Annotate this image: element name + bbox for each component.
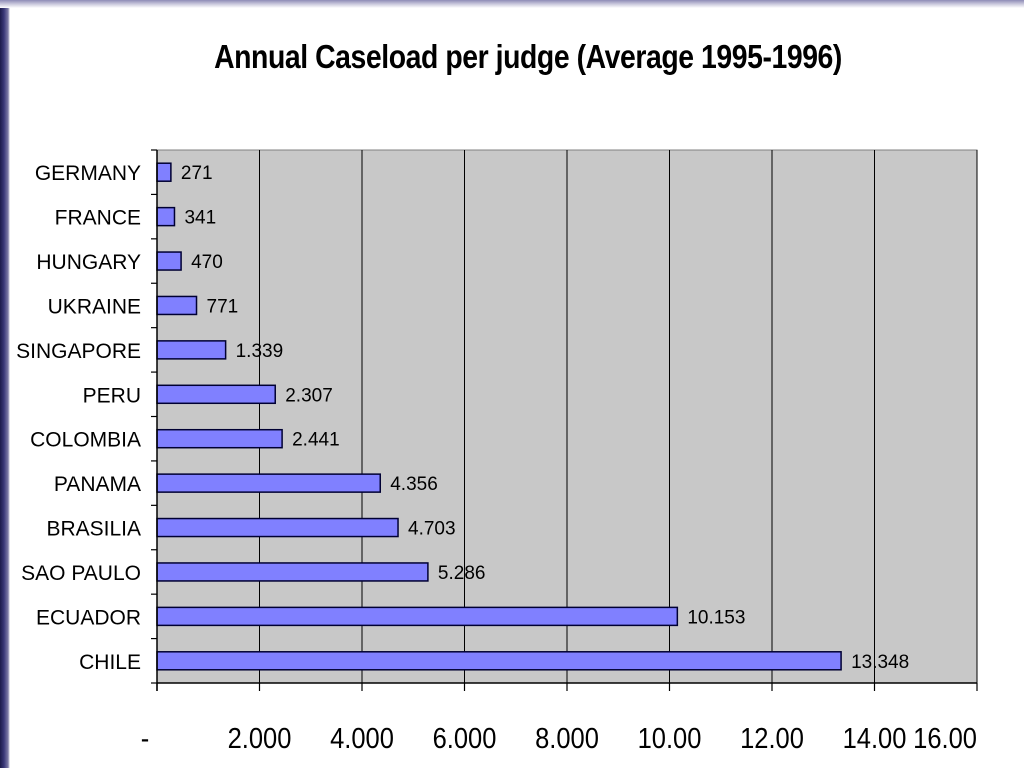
category-label: CHILE xyxy=(79,651,141,674)
gridlines xyxy=(259,150,978,683)
bars xyxy=(156,162,842,671)
value-label: 4.703 xyxy=(408,519,456,540)
x-tick-label: 8.000 xyxy=(535,721,599,754)
bar xyxy=(156,473,381,493)
x-tick-label: - xyxy=(141,721,149,754)
x-tick-label: 16.00 xyxy=(913,721,977,754)
x-tick-label: 2.000 xyxy=(228,721,292,754)
bar xyxy=(156,651,842,671)
value-label: 4.356 xyxy=(390,474,438,495)
value-label: 1.339 xyxy=(236,341,284,362)
x-tick-labels: - 2.000 4.000 6.000 8.000 10.00 12.00 14.00 16.0… xyxy=(141,721,977,754)
category-label: FRANCE xyxy=(55,207,141,230)
value-label: 5.286 xyxy=(438,563,486,584)
category-label: BRASILIA xyxy=(46,518,141,541)
value-labels: 271 341 470 771 1.339 2.307 2.441 4.356 4.703 5.2… xyxy=(181,163,909,673)
value-label: 470 xyxy=(191,252,223,273)
x-tick-label: 14.00 xyxy=(843,721,907,754)
bar xyxy=(156,428,283,449)
x-tick-label: 4.000 xyxy=(330,721,394,754)
category-label: ECUADOR xyxy=(36,606,141,629)
category-label: HUNGARY xyxy=(36,251,141,274)
x-tick-label: 10.00 xyxy=(638,721,702,754)
bar xyxy=(156,517,399,538)
value-label: 13.348 xyxy=(851,652,909,673)
bar xyxy=(156,251,182,271)
value-label: 341 xyxy=(184,208,216,229)
bar xyxy=(156,162,172,182)
bar xyxy=(156,562,429,582)
category-labels: GERMANY FRANCE HUNGARY UKRAINE SINGAPORE PERU… xyxy=(16,162,141,674)
axes xyxy=(151,149,978,691)
bar xyxy=(156,606,679,627)
category-label: GERMANY xyxy=(35,162,141,185)
category-label: SAO PAULO xyxy=(21,562,141,585)
category-label: SINGAPORE xyxy=(16,340,141,363)
category-label: COLOMBIA xyxy=(30,429,141,452)
value-label: 10.153 xyxy=(687,607,745,628)
bar xyxy=(156,384,276,405)
bar xyxy=(156,340,227,360)
value-label: 271 xyxy=(181,163,213,184)
value-label: 2.307 xyxy=(285,385,333,406)
value-label: 2.441 xyxy=(292,430,340,451)
category-label: UKRAINE xyxy=(48,295,141,318)
chart-title: Annual Caseload per judge (Average 1995-… xyxy=(214,38,842,75)
category-label: PERU xyxy=(83,384,141,407)
bar xyxy=(156,295,198,316)
bar xyxy=(156,206,176,227)
x-tick-label: 12.00 xyxy=(740,721,804,754)
slide-top-border xyxy=(0,0,1024,8)
value-label: 771 xyxy=(207,296,239,317)
x-tick-label: 6.000 xyxy=(433,721,497,754)
category-label: PANAMA xyxy=(54,473,141,496)
